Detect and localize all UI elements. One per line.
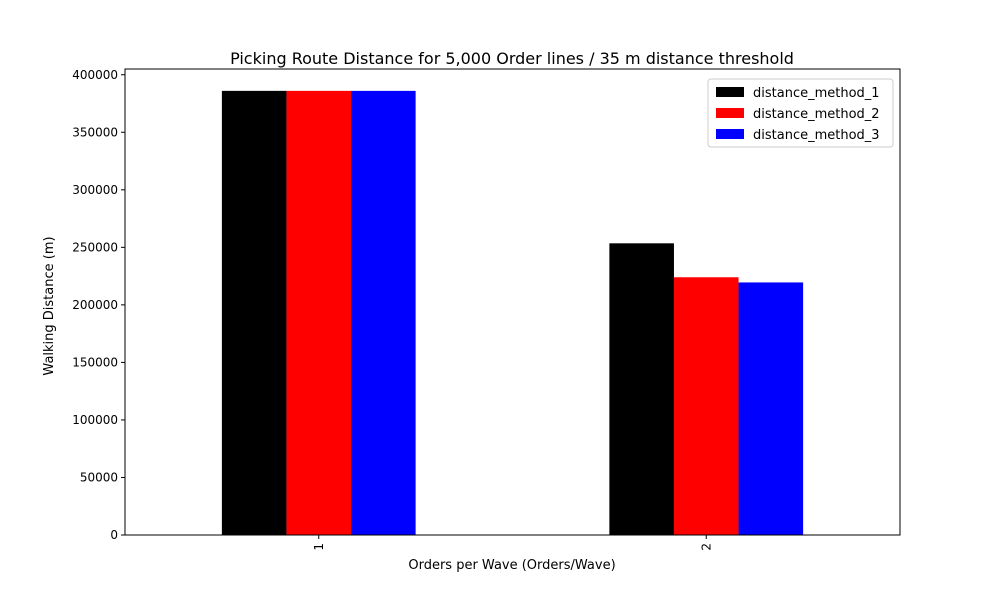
- y-tick-label: 300000: [72, 183, 118, 197]
- bar-distance_method_2-2: [673, 277, 739, 535]
- y-tick-label: 150000: [72, 355, 118, 369]
- legend-label-distance_method_1: distance_method_1: [753, 86, 880, 101]
- bar-distance_method_3-1: [351, 90, 416, 535]
- bar-distance_method_1-2: [609, 243, 674, 535]
- legend-label-distance_method_3: distance_method_3: [753, 128, 880, 143]
- axes-layer: 1 2 0 50000 100000 150000 200000 250000 300000 35…: [72, 68, 901, 551]
- y-tick-label: 200000: [72, 298, 118, 312]
- y-axis-label: Walking Distance (m): [42, 236, 57, 375]
- bar-distance_method_3-2: [738, 282, 804, 535]
- x-tick-label: 2: [699, 543, 713, 551]
- y-tick-label: 350000: [72, 125, 118, 139]
- bar-distance_method_2-1: [286, 90, 352, 535]
- legend-swatch-distance_method_3: [716, 129, 744, 139]
- legend-swatch-distance_method_2: [716, 108, 744, 118]
- bars-layer: [221, 90, 804, 535]
- x-tick-label: 1: [312, 543, 326, 551]
- legend-box: [707, 78, 894, 148]
- chart-title: Picking Route Distance for 5,000 Order l…: [230, 49, 794, 68]
- plot-frame: [124, 68, 901, 536]
- legend: distance_method_1 distance_method_2distan…: [707, 78, 894, 148]
- bar-distance_method_1-1: [221, 90, 287, 535]
- y-tick-label: 0: [110, 528, 118, 542]
- y-tick-label: 50000: [80, 470, 118, 484]
- y-tick-label: 250000: [72, 240, 118, 254]
- y-tick-label: 400000: [72, 68, 118, 82]
- x-axis-label: Orders per Wave (Orders/Wave): [408, 558, 615, 573]
- legend-label-distance_method_2: distance_method_2: [753, 107, 880, 122]
- legend-swatch-distance_method_1: [716, 87, 744, 97]
- y-tick-label: 100000: [72, 413, 118, 427]
